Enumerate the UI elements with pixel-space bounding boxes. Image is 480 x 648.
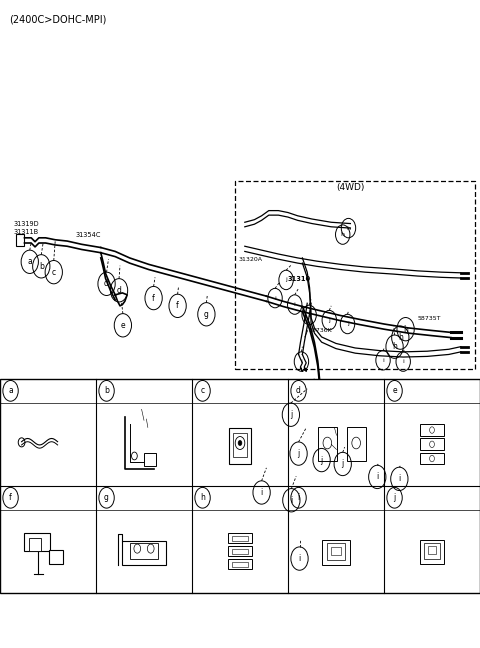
Text: i: i [298,493,300,502]
Text: 31361H: 31361H [121,495,149,501]
Text: 58736K: 58736K [308,328,332,333]
Bar [228,533,252,544]
Circle shape [238,441,242,446]
Bar [49,550,63,564]
Text: 31358P: 31358P [409,495,435,501]
Bar [16,234,24,246]
Text: j: j [342,459,344,469]
Bar [24,533,50,551]
Text: h: h [392,342,397,351]
Text: a: a [27,257,32,266]
Bar [228,559,252,570]
Bar [232,536,248,541]
Text: h: h [347,226,350,231]
Text: i: i [290,496,292,505]
Text: a: a [8,386,13,395]
Text: i: i [300,359,302,364]
Text: d: d [104,279,109,288]
Text: (4WD): (4WD) [336,183,364,192]
Bar [318,428,337,461]
Text: i: i [294,302,296,307]
Text: j: j [308,312,310,318]
Bar [428,546,436,554]
Text: f: f [9,493,12,502]
Text: 31359B: 31359B [217,495,244,501]
Text: c: c [52,268,56,277]
Text: f: f [152,294,155,303]
Text: i: i [398,474,400,483]
Text: g: g [104,493,109,502]
Text: d: d [117,286,121,295]
Text: 31355A: 31355A [409,388,436,394]
Text: j: j [285,277,287,283]
Text: e: e [392,386,397,395]
Bar [420,439,444,450]
Text: (2400C>DOHC-MPI): (2400C>DOHC-MPI) [10,14,107,24]
Text: 31351H: 31351H [19,520,41,525]
Text: i: i [274,295,276,301]
Text: 31325G: 31325G [217,388,245,394]
Text: j: j [290,410,292,419]
Text: i: i [382,358,384,363]
Bar [229,428,251,464]
Text: 58745: 58745 [313,495,335,501]
Text: 1799JC: 1799JC [25,388,50,394]
Bar [420,424,444,436]
Text: h: h [341,232,345,237]
Text: 31320A: 31320A [249,389,276,395]
Text: j: j [298,449,300,458]
Bar [232,562,248,567]
Text: d: d [296,386,301,395]
Text: b: b [104,386,109,395]
Text: 1327AC: 1327AC [18,581,40,586]
Text: 31320A: 31320A [239,257,263,262]
Bar [331,548,341,555]
Text: e: e [120,321,125,330]
Bar [144,453,156,466]
Bar [420,540,444,564]
Text: 58735T: 58735T [418,445,444,452]
Bar [130,544,158,559]
Text: i: i [299,554,300,563]
Text: f: f [176,301,179,310]
Text: 31355F: 31355F [307,434,328,439]
Text: h: h [200,493,205,502]
Bar [29,538,41,551]
Text: 31310: 31310 [298,415,324,424]
Bar [233,433,247,457]
Bar [347,428,366,461]
Bar [122,541,166,566]
Text: h: h [398,333,403,342]
Text: i: i [402,359,404,364]
Text: 31310: 31310 [287,275,310,282]
Text: c: c [201,386,204,395]
Bar [420,453,444,465]
Bar [322,540,350,566]
Text: j: j [347,321,348,327]
Text: g: g [204,310,209,319]
Text: h: h [403,325,408,334]
Text: j: j [321,456,323,465]
Text: 31354B: 31354B [137,415,158,420]
Text: i: i [261,488,263,497]
Text: 58735T: 58735T [418,316,441,321]
Text: 31324G: 31324G [130,405,151,410]
Text: 58736K: 58736K [310,512,336,518]
Text: i: i [376,472,378,481]
Text: 31319D: 31319D [13,220,39,227]
Text: 31311B: 31311B [13,229,38,235]
Bar [424,544,440,559]
Text: 31354C: 31354C [76,231,101,238]
Text: j: j [394,493,396,502]
Text: j: j [328,318,330,323]
Bar [0,379,480,593]
Bar [327,544,345,561]
Text: 31326: 31326 [307,448,324,454]
Bar [232,549,248,554]
Bar [228,546,252,557]
Text: b: b [39,262,44,271]
